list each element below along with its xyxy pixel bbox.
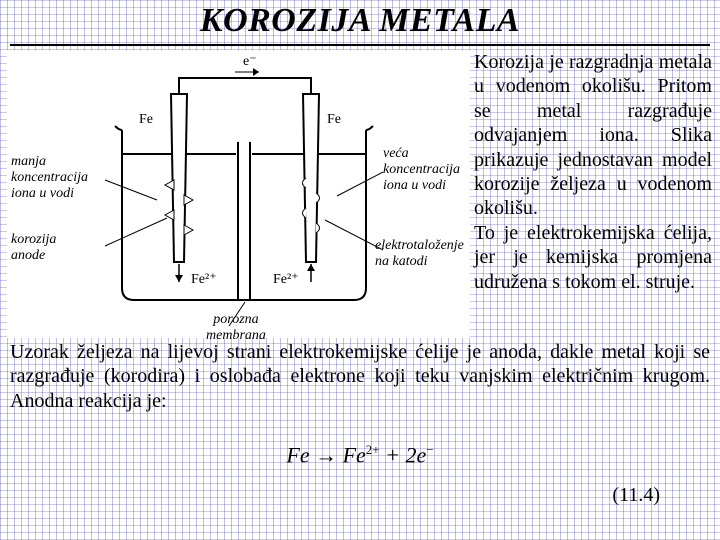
corrosion-diagram: e⁻ Fe Fe manja koncentracija iona u vodi… xyxy=(7,50,470,338)
title-underline xyxy=(10,44,710,46)
label-anode-corrosion: korozija anode xyxy=(11,232,111,264)
paragraph-below: Uzorak željeza na lijevoj strani elektro… xyxy=(10,340,710,413)
label-fe-right: Fe xyxy=(327,112,341,128)
slide: KOROZIJA METALA xyxy=(0,0,720,540)
label-fe2-left: Fe²⁺ xyxy=(191,272,217,288)
label-right-concentration: veća koncentracija iona u vodi xyxy=(383,146,473,194)
equation: Fe → Fe2+ + 2e− xyxy=(0,442,720,468)
equation-number: (11.4) xyxy=(612,484,660,507)
label-electron: e⁻ xyxy=(243,54,257,70)
page-title: KOROZIJA METALA xyxy=(0,2,720,40)
label-left-concentration: manja koncentracija iona u vodi xyxy=(11,154,111,202)
label-cathode-deposition: elektrotaloženje na katodi xyxy=(375,238,475,270)
paragraph-right: Korozija je razgradnja metala u vodenom … xyxy=(474,50,712,294)
label-fe2-right: Fe²⁺ xyxy=(273,272,299,288)
label-fe-left: Fe xyxy=(139,112,153,128)
